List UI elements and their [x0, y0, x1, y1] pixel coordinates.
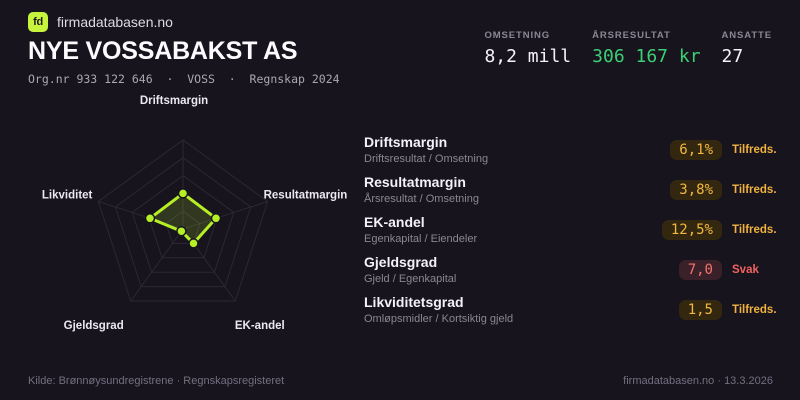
metric-value-badge: 12,5%	[661, 220, 722, 240]
radar-data-point	[144, 213, 156, 224]
metric-text: Likviditetsgrad Omløpsmidler / Kortsikti…	[364, 293, 514, 326]
metric-title: Driftsmargin	[364, 133, 448, 150]
key-stats: OMSETNING 8,2 mill ÅRSRESULTAT 306 167 k…	[484, 30, 772, 67]
header: fd firmadatabasen.no NYE VOSSABAKST AS O…	[28, 12, 340, 86]
radar-data-polygon	[148, 191, 218, 245]
radar-axis-label: EK-andel	[235, 320, 285, 332]
metric-value-badge: 6,1%	[670, 140, 722, 160]
metric-value-badge: 7,0	[678, 260, 722, 280]
radar-axis-label: Gjeldsgrad	[64, 320, 124, 332]
radar-data-point	[176, 225, 187, 237]
metric-valuation: 1,5 Tilfreds.	[678, 300, 777, 320]
metric-status: Tilfreds.	[732, 184, 777, 196]
metric-value-badge: 1,5	[678, 300, 722, 320]
firmadatabasen-logo-icon: fd	[28, 12, 48, 32]
radar-data-point	[188, 238, 199, 249]
metric-text: Resultatmargin Årsresultat / Omsetning	[364, 173, 479, 206]
stat-label: ÅRSRESULTAT	[592, 30, 671, 41]
metric-title: EK-andel	[364, 213, 425, 230]
stat-label: ANSATTE	[721, 30, 772, 41]
radar-axis-label: Likviditet	[42, 190, 93, 202]
radar-data-point	[177, 188, 189, 199]
metric-formula: Egenkapital / Eiendeler	[364, 233, 478, 246]
metric-status: Tilfreds.	[732, 144, 777, 156]
metric-title: Gjeldsgrad	[364, 253, 438, 270]
metric-title: Resultatmargin	[364, 173, 466, 190]
stat-omsetning: OMSETNING 8,2 mill	[484, 30, 571, 67]
metric-formula: Driftsresultat / Omsetning	[364, 153, 489, 166]
metric-row-driftsmargin: Driftsmargin Driftsresultat / Omsetning …	[364, 130, 777, 170]
metric-text: Driftsmargin Driftsresultat / Omsetning	[364, 133, 489, 166]
metric-title: Likviditetsgrad	[364, 293, 464, 310]
metric-status: Tilfreds.	[732, 304, 777, 316]
footer-site-date: firmadatabasen.no · 13.3.2026	[623, 375, 773, 387]
metric-status: Svak	[732, 264, 759, 276]
stat-value: 306 167 kr	[592, 46, 701, 67]
metric-valuation: 7,0 Svak	[678, 260, 776, 280]
metric-status: Tilfreds.	[732, 224, 777, 236]
company-title: NYE VOSSABAKST AS	[28, 37, 298, 65]
metric-valuation: 6,1% Tilfreds.	[670, 140, 777, 160]
radar-axis-label: Driftsmargin	[140, 95, 208, 107]
metric-row-gjeldsgrad: Gjeldsgrad Gjeld / Egenkapital 7,0 Svak	[364, 250, 776, 290]
site-name: firmadatabasen.no	[57, 14, 173, 30]
footer-source: Kilde: Brønnøysundregistrene · Regnskaps…	[28, 375, 285, 387]
radar-axis-label: Resultatmargin	[264, 190, 348, 202]
metric-valuation: 3,8% Tilfreds.	[670, 180, 777, 200]
radar-chart: Driftsmargin Resultatmargin EK-andel Gjelds…	[42, 95, 348, 332]
metric-text: EK-andel Egenkapital / Eiendeler	[364, 213, 478, 246]
metric-formula: Omløpsmidler / Kortsiktig gjeld	[364, 313, 514, 326]
radar-data-point	[210, 213, 222, 224]
metric-formula: Gjeld / Egenkapital	[364, 273, 457, 286]
stat-label: OMSETNING	[484, 30, 551, 41]
metric-row-likviditetsgrad: Likviditetsgrad Omløpsmidler / Kortsikti…	[364, 290, 777, 330]
stat-arsresultat: ÅRSRESULTAT 306 167 kr	[592, 30, 700, 67]
metric-text: Gjeldsgrad Gjeld / Egenkapital	[364, 253, 457, 286]
metric-row-resultatmargin: Resultatmargin Årsresultat / Omsetning 3…	[364, 170, 777, 210]
metrics-panel: Driftsmargin Driftsresultat / Omsetning …	[364, 130, 777, 330]
metric-row-ek-andel: EK-andel Egenkapital / Eiendeler 12,5% T…	[364, 210, 777, 250]
metric-formula: Årsresultat / Omsetning	[364, 193, 479, 206]
stat-ansatte: ANSATTE 27	[722, 30, 772, 67]
footer: Kilde: Brønnøysundregistrene · Regnskaps…	[28, 375, 773, 387]
stat-value: 8,2 mill	[484, 46, 572, 67]
stat-value: 27	[721, 46, 744, 67]
metric-value-badge: 3,8%	[670, 180, 722, 200]
metric-valuation: 12,5% Tilfreds.	[661, 220, 777, 240]
brand: fd firmadatabasen.no	[28, 12, 340, 32]
company-subtitle: Org.nr 933 122 646 · VOSS · Regnskap 202…	[28, 72, 340, 86]
